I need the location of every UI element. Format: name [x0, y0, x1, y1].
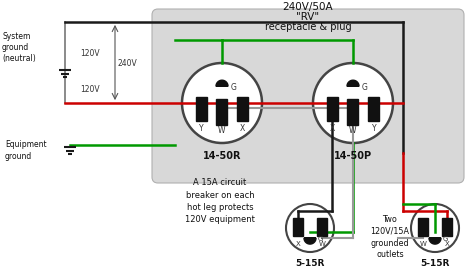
Text: W: W: [419, 241, 427, 247]
Text: W: W: [218, 126, 226, 135]
Polygon shape: [216, 80, 228, 86]
Circle shape: [286, 204, 334, 252]
Text: 14-50P: 14-50P: [334, 151, 372, 161]
Bar: [196, 97, 207, 121]
Text: X: X: [445, 241, 449, 247]
Text: 14-50R: 14-50R: [203, 151, 241, 161]
Text: receptacle & plug: receptacle & plug: [264, 22, 351, 32]
Bar: [293, 218, 303, 236]
Text: 120V: 120V: [80, 49, 100, 57]
FancyBboxPatch shape: [152, 9, 464, 183]
Text: X: X: [240, 124, 246, 133]
Bar: [418, 218, 428, 236]
Text: Two
120V/15A
grounded
outlets: Two 120V/15A grounded outlets: [371, 215, 410, 259]
Bar: [237, 97, 248, 121]
Text: Y: Y: [372, 124, 376, 133]
Polygon shape: [347, 80, 359, 86]
Text: A 15A circuit
breaker on each
hot leg protects
120V equipment: A 15A circuit breaker on each hot leg pr…: [185, 178, 255, 225]
Text: G: G: [443, 236, 448, 242]
Text: "RV": "RV": [296, 12, 319, 22]
Text: W: W: [349, 126, 357, 135]
Text: G: G: [318, 236, 323, 242]
Text: System
ground
(neutral): System ground (neutral): [2, 32, 36, 63]
Bar: [368, 97, 379, 121]
Circle shape: [411, 204, 459, 252]
Circle shape: [313, 63, 393, 143]
Text: Equipment
ground: Equipment ground: [5, 140, 46, 161]
Text: 5-15R: 5-15R: [420, 259, 450, 268]
Text: W: W: [319, 241, 326, 247]
Bar: [442, 218, 452, 236]
Polygon shape: [304, 238, 316, 244]
Circle shape: [182, 63, 262, 143]
Text: X: X: [296, 241, 301, 247]
Bar: [317, 218, 327, 236]
Bar: [347, 99, 358, 125]
Text: Y: Y: [199, 124, 203, 133]
Text: 5-15R: 5-15R: [295, 259, 325, 268]
Polygon shape: [429, 238, 441, 244]
Text: G: G: [362, 83, 368, 92]
Text: 120V: 120V: [80, 85, 100, 95]
Text: G: G: [231, 83, 237, 92]
Bar: [217, 99, 228, 125]
Bar: [327, 97, 337, 121]
Text: X: X: [329, 124, 335, 133]
Text: 240V/50A: 240V/50A: [283, 2, 333, 12]
Text: 240V: 240V: [118, 59, 138, 68]
